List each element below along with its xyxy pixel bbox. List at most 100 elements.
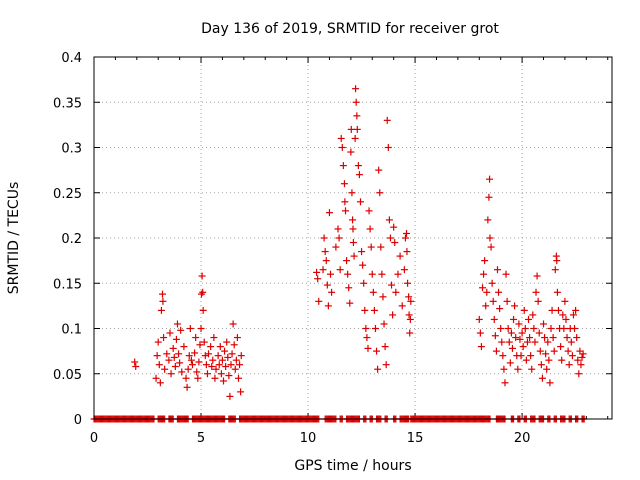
x-tick-label: 15: [407, 431, 424, 446]
y-tick-label: 0.4: [61, 51, 82, 66]
y-tick-label: 0.2: [61, 232, 82, 247]
data-point: [347, 125, 355, 133]
data-point: [177, 326, 185, 334]
data-point: [167, 370, 175, 378]
y-tick-label: 0.15: [53, 277, 82, 292]
data-point: [370, 306, 378, 314]
data-point: [484, 216, 492, 224]
data-point: [403, 248, 411, 256]
data-point: [334, 225, 342, 233]
data-point: [363, 334, 371, 342]
data-point: [496, 305, 504, 313]
data-point: [332, 243, 340, 251]
data-point: [563, 334, 571, 342]
data-point: [161, 365, 169, 373]
data-point: [486, 234, 494, 242]
data-point: [155, 361, 163, 369]
data-point: [215, 361, 223, 369]
data-point: [180, 343, 188, 351]
data-point: [501, 379, 509, 387]
data-point: [507, 329, 515, 337]
data-point: [525, 315, 533, 323]
data-point: [221, 347, 229, 355]
data-point: [403, 229, 411, 237]
data-point: [237, 352, 245, 360]
data-point: [373, 347, 381, 355]
data-point: [567, 338, 575, 346]
data-point: [486, 175, 494, 183]
data-point: [218, 356, 226, 364]
data-point: [572, 306, 580, 314]
data-point: [186, 325, 194, 332]
data-point: [386, 234, 394, 242]
data-point: [193, 368, 201, 376]
data-point: [232, 356, 240, 364]
data-point: [320, 234, 328, 242]
data-point: [500, 365, 508, 373]
data-point: [314, 275, 322, 283]
data-point: [578, 353, 586, 361]
data-point: [491, 332, 499, 340]
data-point: [203, 370, 211, 378]
data-point: [385, 216, 393, 224]
data-point: [549, 334, 557, 342]
data-point: [349, 216, 357, 224]
data-point: [497, 325, 505, 332]
data-point: [384, 144, 392, 151]
y-axis-label: SRMTID / TECUs: [6, 182, 22, 295]
data-point: [476, 329, 484, 337]
data-point: [208, 363, 216, 371]
data-point: [166, 329, 174, 337]
data-point: [171, 363, 179, 371]
data-point: [351, 134, 359, 142]
data-point: [574, 356, 582, 364]
data-point: [480, 270, 488, 278]
data-point: [185, 352, 193, 360]
data-point: [359, 261, 367, 269]
x-tick-label: 10: [300, 431, 317, 446]
data-point: [313, 268, 321, 276]
data-point: [183, 383, 191, 391]
y-tick-label: 0: [74, 413, 82, 428]
data-point: [364, 344, 372, 352]
data-point: [571, 325, 579, 332]
data-point: [157, 306, 165, 314]
data-point: [379, 293, 387, 301]
data-point: [529, 311, 537, 319]
data-point: [495, 288, 503, 296]
data-point: [335, 234, 343, 242]
data-point: [356, 198, 364, 206]
data-point: [548, 306, 556, 314]
data-point: [508, 344, 516, 352]
data-point: [154, 338, 162, 346]
data-point: [401, 234, 409, 242]
data-point: [565, 361, 573, 369]
data-point: [350, 252, 358, 260]
data-point: [541, 334, 549, 342]
data-point: [344, 270, 352, 278]
data-point: [200, 338, 208, 346]
data-point: [519, 343, 527, 351]
data-point: [217, 370, 225, 378]
data-point: [369, 288, 377, 296]
data-point: [336, 266, 344, 274]
data-point: [475, 315, 483, 323]
data-point: [511, 302, 519, 310]
data-point: [233, 334, 241, 342]
data-point: [197, 325, 205, 332]
data-point: [536, 347, 544, 355]
y-tick-label: 0.35: [53, 96, 82, 111]
data-point: [172, 335, 180, 343]
data-point: [229, 320, 237, 328]
data-point: [360, 279, 368, 287]
data-point: [568, 352, 576, 360]
data-point: [349, 225, 357, 233]
data-point: [542, 350, 550, 358]
data-point: [324, 302, 332, 310]
axis-ticks: 0 0.05 0.1 0.15 0.2 0.25 0.3 0.35 0.4 0 5 10 15 20: [53, 51, 612, 446]
data-point: [396, 252, 404, 260]
data-point: [328, 288, 336, 296]
data-point: [201, 352, 209, 360]
data-point: [319, 266, 327, 274]
data-point: [530, 325, 538, 332]
